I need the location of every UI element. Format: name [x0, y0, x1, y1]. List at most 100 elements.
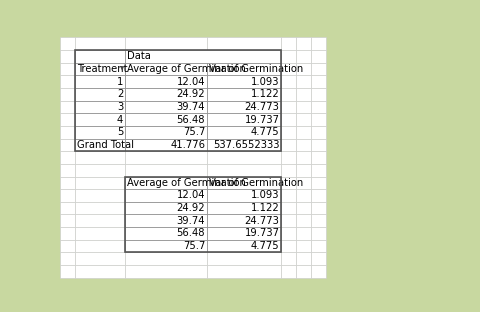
Text: 75.7: 75.7: [183, 127, 205, 137]
Bar: [60, 63, 75, 76]
Bar: [125, 139, 207, 151]
Bar: [207, 139, 281, 151]
Text: 39.74: 39.74: [177, 216, 205, 226]
Text: 4: 4: [117, 115, 123, 124]
Text: 1.122: 1.122: [251, 89, 279, 99]
Bar: [75, 151, 125, 164]
Bar: [207, 189, 281, 202]
Bar: [125, 151, 207, 164]
Bar: [75, 63, 125, 76]
Bar: [281, 37, 296, 50]
Text: Var of Germination: Var of Germination: [209, 178, 303, 188]
Bar: [75, 252, 125, 265]
Bar: [281, 50, 296, 63]
Bar: [311, 63, 326, 76]
Bar: [311, 214, 326, 227]
Bar: [125, 189, 207, 202]
Text: 56.48: 56.48: [177, 115, 205, 124]
Bar: [311, 202, 326, 214]
Bar: [60, 189, 75, 202]
Bar: [75, 265, 125, 278]
Text: 5: 5: [117, 127, 123, 137]
Bar: [207, 63, 281, 76]
Bar: [311, 265, 326, 278]
Bar: [281, 113, 296, 126]
Bar: [75, 113, 125, 126]
Bar: [296, 214, 311, 227]
Bar: [75, 101, 125, 113]
Bar: [281, 227, 296, 240]
Bar: [311, 126, 326, 139]
Text: Treatment: Treatment: [77, 64, 127, 74]
Bar: [207, 76, 281, 88]
Bar: [207, 202, 281, 214]
Text: ▼: ▼: [120, 66, 124, 71]
Text: 4.775: 4.775: [251, 241, 279, 251]
Bar: [296, 164, 311, 177]
Bar: [281, 126, 296, 139]
Bar: [281, 189, 296, 202]
Bar: [125, 214, 207, 227]
Bar: [75, 164, 125, 177]
Bar: [296, 50, 311, 63]
Bar: [125, 177, 281, 252]
Text: Var of Germination: Var of Germination: [209, 64, 303, 74]
Bar: [60, 101, 75, 113]
Bar: [60, 76, 75, 88]
Text: 2: 2: [117, 89, 123, 99]
Bar: [296, 202, 311, 214]
Bar: [207, 126, 281, 139]
Bar: [125, 50, 207, 63]
Bar: [207, 214, 281, 227]
Bar: [281, 214, 296, 227]
Bar: [207, 113, 281, 126]
Bar: [60, 139, 75, 151]
Bar: [75, 139, 125, 151]
Bar: [60, 113, 75, 126]
Bar: [296, 177, 311, 189]
Bar: [311, 76, 326, 88]
Bar: [125, 88, 207, 101]
Bar: [60, 252, 75, 265]
Bar: [60, 88, 75, 101]
Bar: [75, 202, 125, 214]
Bar: [75, 126, 125, 139]
Bar: [125, 37, 207, 50]
Text: 1.122: 1.122: [251, 203, 279, 213]
Bar: [207, 50, 281, 63]
Bar: [311, 37, 326, 50]
Bar: [125, 214, 207, 227]
Bar: [311, 164, 326, 177]
Bar: [125, 101, 207, 113]
Bar: [281, 265, 296, 278]
Text: 24.92: 24.92: [177, 89, 205, 99]
Bar: [60, 50, 75, 63]
Bar: [75, 63, 125, 76]
Bar: [125, 50, 281, 63]
Bar: [207, 113, 281, 126]
Bar: [60, 227, 75, 240]
Bar: [125, 126, 207, 139]
Bar: [125, 164, 207, 177]
Text: 3: 3: [117, 102, 123, 112]
Bar: [281, 240, 296, 252]
Bar: [281, 101, 296, 113]
Bar: [311, 151, 326, 164]
Bar: [207, 240, 281, 252]
Bar: [75, 76, 125, 88]
Bar: [311, 139, 326, 151]
Bar: [281, 177, 296, 189]
Text: Grand Total: Grand Total: [77, 140, 134, 150]
Bar: [311, 189, 326, 202]
Bar: [311, 88, 326, 101]
Bar: [281, 139, 296, 151]
Text: 1.093: 1.093: [251, 191, 279, 201]
Text: 39.74: 39.74: [177, 102, 205, 112]
Bar: [296, 113, 311, 126]
Text: 4.775: 4.775: [251, 127, 279, 137]
Bar: [125, 139, 207, 151]
Bar: [125, 202, 207, 214]
Bar: [296, 189, 311, 202]
Text: 24.773: 24.773: [245, 102, 279, 112]
Bar: [281, 151, 296, 164]
